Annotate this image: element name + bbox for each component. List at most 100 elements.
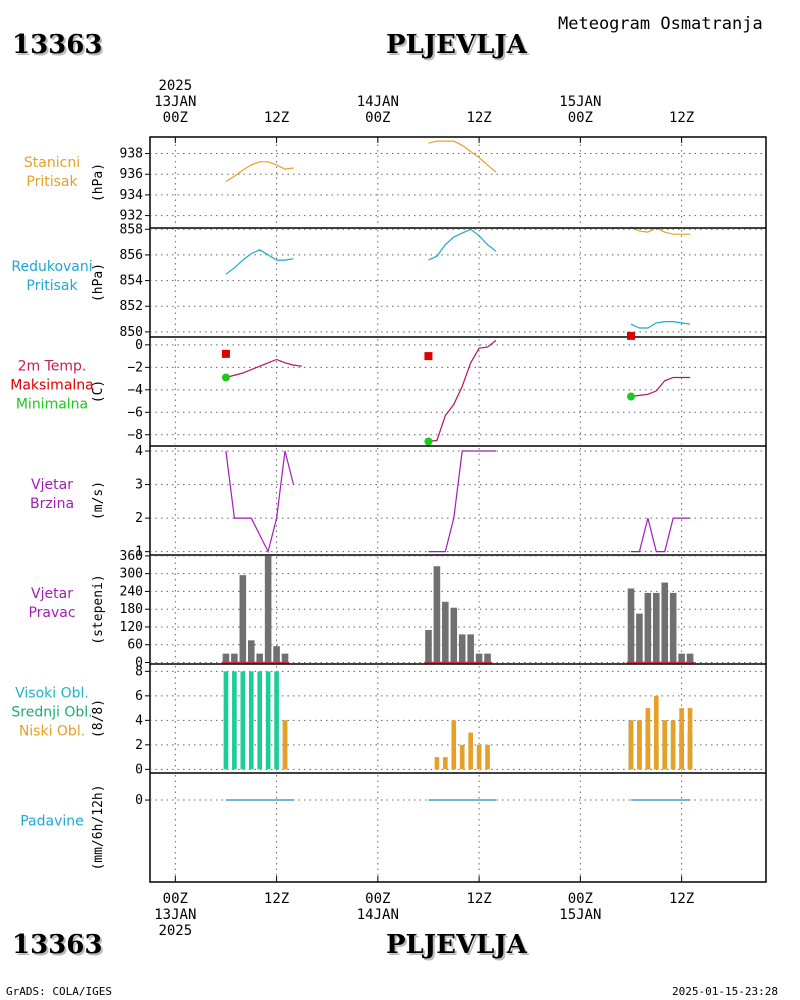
cloud-bar [282,720,288,770]
cloud-bar [434,757,440,770]
time-label-top: 2025 [158,78,192,94]
cloud-bar [645,708,651,770]
time-label-top: 12Z [264,110,289,126]
y-tick-label: 850 [120,325,143,340]
cloud-bar [232,671,237,770]
plot-frame [149,136,767,883]
series-line [225,358,302,379]
direction-bar [425,629,432,663]
series-line [225,161,294,183]
page-title: Meteogram Osmatranja [558,14,763,34]
direction-bar [231,653,238,663]
y-tick-label: 120 [120,620,143,635]
series-line [225,450,295,554]
station-id-footer: 13363 [12,930,103,960]
direction-bar [636,613,643,663]
y-tick-label: 934 [120,188,144,203]
direction-bar [669,592,677,663]
y-tick-label: 300 [120,567,143,582]
panel-label: 2m Temp. [18,359,87,375]
direction-bar [627,588,635,663]
panel-label: Niski Obl. [19,724,85,740]
direction-bar [475,653,483,663]
time-label-bottom: 13JAN [154,907,196,923]
direction-bar [264,555,272,663]
direction-bar [256,653,263,663]
time-label-bottom: 2025 [158,923,192,939]
max-temp-marker [626,331,635,340]
y-tick-label: 4 [135,713,143,728]
y-tick-label: 360 [120,549,143,564]
y-tick-label: 0 [135,338,143,353]
y-tick-label: 854 [120,274,144,289]
direction-bar [653,592,660,663]
panel-vjetar-brzina: 1 2 3 4 (m/s) Vjetar Brzina [30,444,766,560]
time-label-top: 00Z [163,110,188,126]
y-tick-label: 1 [135,545,143,560]
time-label-top: 00Z [365,110,390,126]
y-axis-label: (hPa) [91,263,106,302]
time-label-top: 12Z [466,110,491,126]
direction-bar [484,653,491,663]
y-tick-label: −2 [127,360,143,375]
panel-label: Padavine [20,814,84,830]
panel-label: Pritisak [26,278,78,294]
cloud-bar [257,671,263,770]
panel-label: Pritisak [26,174,78,190]
cloud-bar [653,695,659,770]
time-label-bottom: 12Z [264,891,289,907]
direction-bar [222,653,230,663]
timestamp-text: 2025-01-15-23:28 [672,985,778,998]
direction-bar [644,592,652,663]
y-tick-label: 938 [120,147,143,162]
direction-bar [678,653,685,663]
cloud-bar [459,744,465,770]
y-tick-label: 4 [135,444,143,459]
station-id: 13363 [12,30,103,60]
time-label-top: 14JAN [357,94,399,110]
series-line [630,226,691,235]
panel-label: Stanicni [24,155,80,171]
series-line [630,321,691,329]
y-axis-label: (hPa) [91,163,106,202]
time-label-top: 00Z [568,110,593,126]
cloud-bar [223,671,229,770]
direction-bar [442,601,449,663]
y-tick-label: 856 [120,248,143,263]
panel-oblacnost: 0 2 4 6 8 (8/8)Visoki Obl. Srednji Obl. Niski O… [11,663,766,777]
panel-label: Maksimalna [10,378,94,394]
time-label-bottom: 14JAN [357,907,399,923]
y-axis-label: (m/s) [91,481,106,520]
cloud-bar [240,671,246,770]
time-label-bottom: 00Z [365,891,390,907]
y-tick-label: 240 [120,584,143,599]
cloud-bar [274,671,279,770]
credit-text: GrADS: COLA/IGES [6,985,112,998]
direction-bar [467,634,474,663]
y-tick-label: 180 [120,602,143,617]
time-label-bottom: 15JAN [559,907,601,923]
cloud-bar [443,757,448,770]
y-tick-label: −4 [127,383,143,398]
series-line [428,450,496,553]
cloud-bar [662,720,668,770]
panel-redukovani-pritisak: 850 852 854 856 858 (hPa)Redukovani Pritisak [11,222,766,340]
y-tick-label: 6 [135,689,143,704]
y-tick-label: −8 [127,428,143,443]
direction-bar [273,646,280,663]
direction-bar [281,653,289,663]
y-axis-label: (mm/6h/12h) [91,784,106,870]
y-tick-label: 60 [127,638,143,653]
cloud-bar [628,720,634,770]
time-label-bottom: 00Z [568,891,593,907]
y-tick-label: 2 [135,511,143,526]
series-line [631,517,691,553]
direction-bar [239,575,247,663]
direction-bar [661,582,669,663]
panel-temperatura: −8 −6 −4 −2 0 (C) 2m Temp. Maksimalna Minimalna [10,331,766,446]
min-temp-marker [626,392,635,401]
panel-label: Vjetar [31,586,73,602]
y-tick-label: 858 [120,222,143,237]
cloud-bar [485,744,490,770]
